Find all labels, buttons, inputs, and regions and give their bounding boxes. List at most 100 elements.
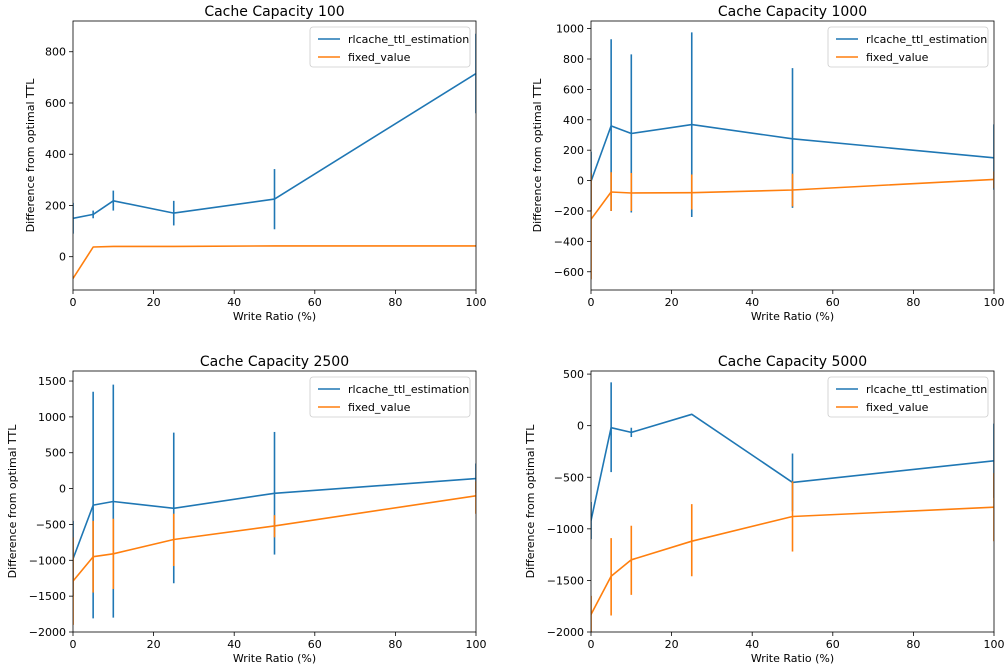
series-fixed_value xyxy=(591,473,994,632)
x-tick-label: 80 xyxy=(388,638,402,651)
x-tick-label: 80 xyxy=(906,296,920,309)
x-tick-label: 40 xyxy=(745,638,759,651)
y-tick-label: −1000 xyxy=(547,523,584,536)
y-tick-label: 1000 xyxy=(38,411,66,424)
x-tick-label: 80 xyxy=(906,638,920,651)
y-tick-label: 500 xyxy=(45,447,66,460)
y-axis-label: Difference from optimal TTL xyxy=(24,78,37,233)
x-tick-label: 40 xyxy=(227,296,241,309)
x-tick-label: 0 xyxy=(70,296,77,309)
x-tick-label: 0 xyxy=(588,638,595,651)
y-tick-label: 500 xyxy=(563,368,584,381)
y-tick-label: −500 xyxy=(554,471,584,484)
axes-frame xyxy=(590,20,995,291)
y-tick-label: 200 xyxy=(563,144,584,157)
series-line xyxy=(73,477,476,560)
y-tick-label: 0 xyxy=(59,251,66,264)
y-tick-label: −1000 xyxy=(29,554,66,567)
y-tick-label: 200 xyxy=(45,199,66,212)
x-tick-label: 100 xyxy=(984,638,1005,651)
series-fixed_value xyxy=(73,481,476,625)
x-tick-label: 100 xyxy=(466,296,487,309)
x-tick-label: 60 xyxy=(826,638,840,651)
subplot-title: Cache Capacity 2500 xyxy=(200,354,349,370)
y-tick-label: −1500 xyxy=(547,574,584,587)
x-axis-label: Write Ratio (%) xyxy=(233,652,316,665)
legend: rlcache_ttl_estimation fixed_value xyxy=(309,376,471,418)
series-line xyxy=(591,178,994,220)
x-axis-label: Write Ratio (%) xyxy=(751,310,834,323)
x-tick-label: 20 xyxy=(147,638,161,651)
y-tick-label: 1500 xyxy=(38,375,66,388)
y-tick-label: 600 xyxy=(45,97,66,110)
subplot-title: Cache Capacity 5000 xyxy=(718,354,867,370)
x-tick-label: 100 xyxy=(466,638,487,651)
series-line xyxy=(591,506,994,615)
y-tick-label: −600 xyxy=(554,266,584,279)
series-line xyxy=(591,123,994,182)
legend-label: fixed_value xyxy=(866,401,929,414)
series-rlcache_ttl_estimation xyxy=(73,33,476,234)
y-tick-label: 600 xyxy=(563,83,584,96)
series-rlcache_ttl_estimation xyxy=(73,384,476,619)
y-tick-label: 400 xyxy=(563,114,584,127)
subplot-4: Cache Capacity 5000 0 20 40 60 80 100 −2000 −150… xyxy=(524,354,1005,665)
series-fixed_value xyxy=(591,171,994,280)
x-tick-label: 20 xyxy=(665,638,679,651)
x-tick-label: 60 xyxy=(308,638,322,651)
y-axis-label: Difference from optimal TTL xyxy=(524,424,537,579)
legend-label: fixed_value xyxy=(866,51,929,64)
y-tick-label: −200 xyxy=(554,205,584,218)
legend: rlcache_ttl_estimation fixed_value xyxy=(827,376,989,418)
series-line xyxy=(73,72,476,220)
series-line xyxy=(591,413,994,521)
x-tick-label: 40 xyxy=(745,296,759,309)
legend: rlcache_ttl_estimation fixed_value xyxy=(309,26,471,68)
y-tick-label: 400 xyxy=(45,148,66,161)
subplot-title: Cache Capacity 100 xyxy=(204,4,344,20)
x-tick-label: 80 xyxy=(388,296,402,309)
y-tick-label: 0 xyxy=(59,483,66,496)
x-tick-label: 20 xyxy=(147,296,161,309)
x-axis-label: Write Ratio (%) xyxy=(233,310,316,323)
y-tick-label: −2000 xyxy=(29,626,66,639)
legend-box xyxy=(309,376,471,418)
y-axis-label: Difference from optimal TTL xyxy=(6,424,19,579)
y-tick-label: −2000 xyxy=(547,626,584,639)
series-line xyxy=(73,495,476,582)
y-tick-label: 0 xyxy=(577,420,584,433)
x-tick-label: 60 xyxy=(826,296,840,309)
series-fixed_value xyxy=(73,245,476,279)
axes-frame xyxy=(72,370,477,633)
series-line xyxy=(73,245,476,279)
x-tick-label: 40 xyxy=(227,638,241,651)
y-tick-label: −500 xyxy=(36,518,66,531)
legend-label: rlcache_ttl_estimation xyxy=(866,33,987,46)
subplot-title: Cache Capacity 1000 xyxy=(718,4,867,20)
y-axis-label: Difference from optimal TTL xyxy=(531,78,544,233)
subplot-2: Cache Capacity 1000 0 20 40 60 80 100 −600 −400 −… xyxy=(531,4,1005,323)
legend: rlcache_ttl_estimation fixed_value xyxy=(827,26,989,68)
x-tick-label: 60 xyxy=(308,296,322,309)
y-tick-label: −400 xyxy=(554,235,584,248)
y-tick-label: −1500 xyxy=(29,590,66,603)
x-axis-label: Write Ratio (%) xyxy=(751,652,834,665)
axes-frame xyxy=(72,20,477,291)
legend-label: rlcache_ttl_estimation xyxy=(348,383,469,396)
subplot-3: Cache Capacity 2500 0 20 40 60 80 100 −2000 −150… xyxy=(6,354,487,665)
x-tick-label: 0 xyxy=(70,638,77,651)
x-tick-label: 100 xyxy=(984,296,1005,309)
legend-label: fixed_value xyxy=(348,401,411,414)
axes-frame xyxy=(590,370,995,633)
y-tick-label: 0 xyxy=(577,175,584,188)
y-tick-label: 800 xyxy=(45,46,66,59)
legend-label: rlcache_ttl_estimation xyxy=(348,33,469,46)
y-tick-label: 800 xyxy=(563,53,584,66)
legend-box xyxy=(309,26,471,68)
x-tick-label: 20 xyxy=(665,296,679,309)
y-tick-label: 1000 xyxy=(556,23,584,36)
x-tick-label: 0 xyxy=(588,296,595,309)
subplot-1: Cache Capacity 100 0 20 40 60 80 100 0 200 400 600… xyxy=(24,4,487,323)
legend-label: fixed_value xyxy=(348,51,411,64)
